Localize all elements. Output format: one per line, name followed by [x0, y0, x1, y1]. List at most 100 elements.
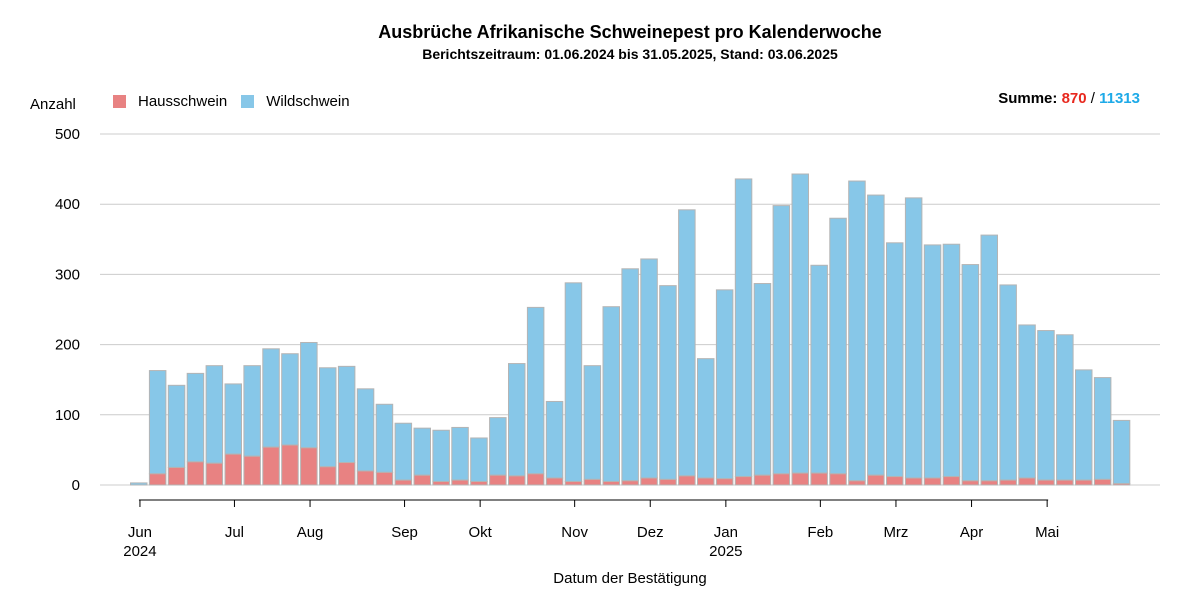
bar-hausschwein-5 — [224, 453, 242, 486]
bar-wildschwein-35 — [791, 173, 809, 474]
legend-item-hausschwein: Hausschwein — [113, 93, 227, 110]
bar-wildschwein-37 — [829, 217, 847, 475]
legend-swatch-wildschwein — [241, 95, 255, 108]
bar-wildschwein-17 — [451, 426, 469, 481]
bar-hausschwein-50 — [1075, 479, 1093, 486]
bar-wildschwein-11 — [337, 365, 356, 464]
bar-hausschwein-10 — [319, 466, 337, 486]
bar-hausschwein-9 — [300, 447, 318, 486]
bar-wildschwein-8 — [281, 353, 299, 446]
chart-title: Ausbrüche Afrikanische Schweinepest pro … — [378, 22, 882, 42]
bar-hausschwein-32 — [734, 476, 753, 486]
summary-separator: / — [1090, 90, 1095, 107]
bar-wildschwein-9 — [300, 341, 318, 449]
y-tick-label-500: 500 — [55, 126, 80, 143]
bar-hausschwein-23 — [564, 480, 583, 486]
bar-hausschwein-1 — [148, 473, 167, 486]
x-tick-label-sep: Sep — [391, 524, 418, 541]
bar-hausschwein-31 — [715, 478, 734, 486]
bar-wildschwein-48 — [1037, 330, 1055, 481]
x-tick-label-jan: Jan — [714, 524, 738, 541]
bar-hausschwein-37 — [829, 473, 847, 486]
x-tick-year-2024: 2024 — [123, 543, 156, 560]
bar-wildschwein-36 — [810, 264, 828, 474]
legend-label-wildschwein: Wildschwein — [266, 93, 350, 110]
bar-wildschwein-34 — [772, 205, 791, 475]
bar-hausschwein-46 — [999, 479, 1017, 486]
bar-wildschwein-52 — [1112, 419, 1131, 485]
x-tick-label-nov: Nov — [561, 524, 588, 541]
bar-hausschwein-47 — [1018, 477, 1036, 486]
bar-hausschwein-12 — [356, 470, 375, 486]
chart-subtitle: Berichtszeitraum: 01.06.2024 bis 31.05.2… — [422, 46, 838, 62]
bar-wildschwein-6 — [243, 365, 261, 457]
bar-hausschwein-18 — [470, 480, 488, 486]
summary-label: Summe: — [998, 90, 1058, 107]
legend-item-wildschwein: Wildschwein — [241, 93, 350, 110]
bar-hausschwein-36 — [810, 472, 828, 486]
bar-hausschwein-44 — [961, 480, 980, 486]
bar-wildschwein-40 — [886, 242, 904, 478]
x-tick-label-aug: Aug — [297, 524, 324, 541]
bar-hausschwein-42 — [923, 477, 942, 486]
summary-totals: Summe: 870 / 11313 — [998, 90, 1140, 107]
x-tick-year-2025: 2025 — [709, 543, 742, 560]
bar-hausschwein-2 — [167, 466, 186, 486]
bar-wildschwein-46 — [999, 284, 1017, 481]
bar-hausschwein-21 — [526, 473, 545, 486]
bar-wildschwein-31 — [715, 289, 734, 480]
bar-hausschwein-26 — [621, 480, 639, 486]
bar-hausschwein-20 — [508, 475, 526, 486]
bar-wildschwein-13 — [375, 403, 394, 473]
y-axis-label: Anzahl — [30, 96, 76, 113]
bar-wildschwein-47 — [1018, 324, 1036, 479]
bar-hausschwein-33 — [753, 474, 772, 486]
y-tick-label-0: 0 — [72, 477, 80, 494]
legend-label-hausschwein: Hausschwein — [138, 93, 228, 110]
y-tick-label-300: 300 — [55, 266, 80, 283]
bar-wildschwein-30 — [697, 358, 715, 479]
bar-hausschwein-41 — [904, 477, 923, 486]
bar-wildschwein-25 — [602, 306, 620, 482]
bar-wildschwein-28 — [659, 285, 677, 480]
y-tick-label-100: 100 — [55, 407, 80, 424]
bar-hausschwein-51 — [1093, 478, 1112, 486]
bar-wildschwein-21 — [526, 306, 545, 475]
bar-wildschwein-45 — [980, 234, 998, 482]
bar-hausschwein-16 — [432, 480, 450, 486]
bar-wildschwein-33 — [753, 283, 772, 476]
bar-wildschwein-42 — [923, 244, 942, 479]
bar-hausschwein-38 — [848, 480, 866, 486]
bar-hausschwein-43 — [942, 476, 961, 486]
bar-wildschwein-4 — [205, 365, 224, 464]
bar-hausschwein-29 — [678, 475, 696, 486]
bar-hausschwein-30 — [697, 477, 715, 486]
bar-wildschwein-20 — [508, 363, 526, 477]
bar-hausschwein-52 — [1112, 483, 1131, 486]
bar-wildschwein-32 — [734, 178, 753, 478]
bar-wildschwein-12 — [356, 388, 375, 472]
x-tick-label-dez: Dez — [637, 524, 664, 541]
bar-hausschwein-34 — [772, 473, 791, 486]
bar-wildschwein-44 — [961, 264, 980, 482]
bar-wildschwein-23 — [564, 282, 583, 482]
bar-wildschwein-39 — [867, 194, 885, 476]
bar-wildschwein-41 — [904, 197, 923, 479]
bar-wildschwein-49 — [1056, 334, 1074, 481]
bar-wildschwein-3 — [186, 372, 205, 463]
bar-wildschwein-50 — [1075, 369, 1093, 481]
bar-hausschwein-35 — [791, 472, 809, 486]
bar-wildschwein-2 — [167, 384, 186, 468]
x-axis-label: Datum der Bestätigung — [553, 570, 707, 587]
summary-total-wildschwein: 11313 — [1099, 90, 1140, 107]
bar-wildschwein-29 — [678, 209, 696, 477]
x-tick-label-jun: Jun — [128, 524, 152, 541]
bar-hausschwein-3 — [186, 461, 205, 486]
bar-wildschwein-10 — [319, 367, 337, 468]
legend-swatch-hausschwein — [113, 95, 126, 108]
bar-wildschwein-18 — [470, 437, 488, 482]
bar-hausschwein-4 — [205, 462, 224, 486]
bar-wildschwein-19 — [489, 417, 507, 476]
bar-hausschwein-48 — [1037, 479, 1055, 486]
